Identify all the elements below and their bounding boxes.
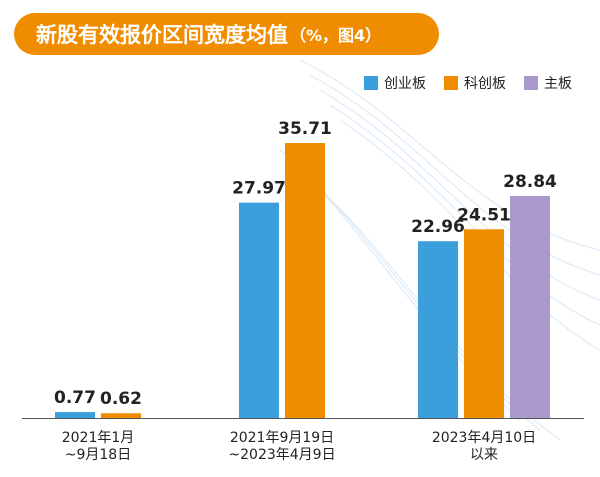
bar-chuangyeban-group3 [418, 241, 458, 418]
x-tick-label-group1-line2: ~9月18日 [65, 447, 131, 463]
value-label-zhuban-group3: 28.84 [503, 172, 557, 192]
bar-kechuangban-group3 [464, 229, 504, 418]
legend-label-kechuangban: 科创板 [464, 76, 506, 92]
legend-swatch-chuangyeban [364, 76, 378, 90]
bar-kechuangban-group1 [101, 413, 141, 418]
legend-label-zhuban: 主板 [544, 76, 572, 92]
legend-item-zhuban: 主板 [524, 73, 572, 93]
chart-title: 新股有效报价区间宽度均值 （%，图4） [14, 13, 439, 55]
value-label-chuangyeban-group3: 22.96 [411, 217, 465, 237]
bar-chuangyeban-group2 [239, 202, 279, 418]
chart-title-sub: （%，图4） [290, 26, 382, 45]
legend-swatch-zhuban [524, 76, 538, 90]
legend-swatch-kechuangban [444, 76, 458, 90]
legend-item-chuangyeban: 创业板 [364, 73, 426, 93]
legend-item-kechuangban: 科创板 [444, 73, 506, 93]
value-label-chuangyeban-group1: 0.77 [54, 388, 96, 408]
value-label-kechuangban-group1: 0.62 [100, 389, 142, 409]
value-label-kechuangban-group3: 24.51 [457, 205, 511, 225]
bar-kechuangban-group2 [285, 143, 325, 418]
x-tick-label-group2-line2: ~2023年4月9日 [228, 447, 335, 463]
bar-zhuban-group3 [510, 195, 550, 418]
legend-label-chuangyeban: 创业板 [384, 76, 426, 92]
x-tick-label-group3-line1: 2023年4月10日 [432, 430, 536, 446]
x-tick-label-group3-line2: 以来 [470, 447, 498, 463]
chart-legend: 创业板 科创板 主板 [364, 73, 572, 93]
x-tick-label-group2-line1: 2021年9月19日 [230, 430, 334, 446]
value-label-chuangyeban-group2: 27.97 [232, 179, 286, 199]
x-tick-label-group1-line1: 2021年1月 [62, 430, 135, 446]
chart-title-main: 新股有效报价区间宽度均值 [36, 23, 288, 47]
bar-chuangyeban-group1 [55, 412, 95, 418]
value-label-kechuangban-group2: 35.71 [278, 119, 332, 139]
